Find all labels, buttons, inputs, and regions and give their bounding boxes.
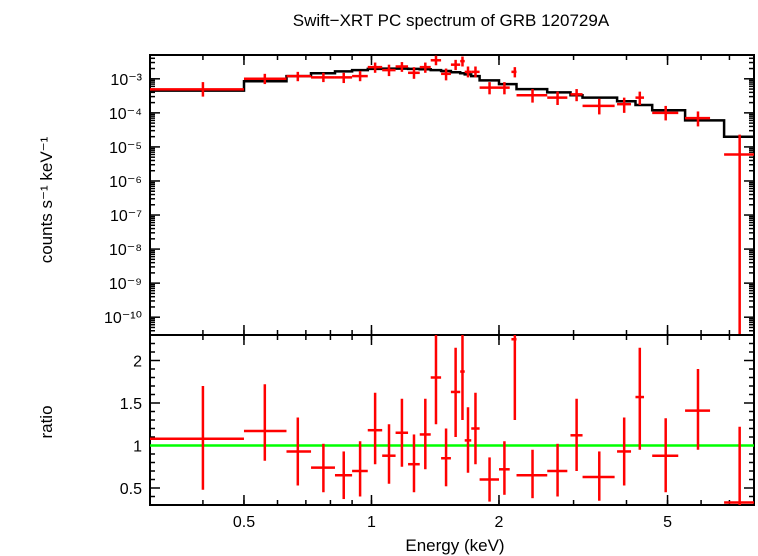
ratio-y-axis-title: ratio: [37, 405, 56, 438]
plot-frame: [149, 54, 755, 336]
x-tick-label: 2: [495, 514, 504, 531]
x-tick-label: 5: [663, 514, 672, 531]
y-tick-label: 2: [133, 354, 142, 371]
ratio-panel: 0.5 1 2 5 0.5 1 1.5 2: [120, 334, 755, 531]
chart-title: Swift−XRT PC spectrum of GRB 120729A: [293, 11, 610, 30]
spectrum-panel: 10⁻³ 10⁻⁴ 10⁻⁵ 10⁻⁶ 10⁻⁷ 10⁻⁸ 10⁻⁹ 10⁻¹⁰: [104, 54, 755, 336]
y-tick-label: 1.5: [120, 396, 142, 413]
y-tick-label: 1: [133, 439, 142, 456]
y-tick-label: 10⁻⁹: [109, 276, 142, 293]
y-tick-label: 10⁻⁷: [110, 208, 142, 225]
y-tick-label: 10⁻⁵: [109, 140, 142, 157]
x-axis-title: Energy (keV): [405, 536, 504, 555]
y-tick-label: 0.5: [120, 481, 142, 498]
y-tick-label: 10⁻⁸: [109, 242, 142, 259]
y-tick-label: 10⁻³: [110, 72, 142, 89]
y-tick-label: 10⁻¹⁰: [104, 310, 142, 327]
spectrum-y-axis-title: counts s⁻¹ keV⁻¹: [37, 136, 56, 263]
x-tick-label: 0.5: [233, 514, 255, 531]
y-tick-label: 10⁻⁴: [109, 106, 142, 123]
y-tick-label: 10⁻⁶: [109, 174, 142, 191]
plot-frame: [149, 334, 755, 506]
model-step-line: [150, 67, 754, 138]
x-tick-label: 1: [367, 514, 376, 531]
